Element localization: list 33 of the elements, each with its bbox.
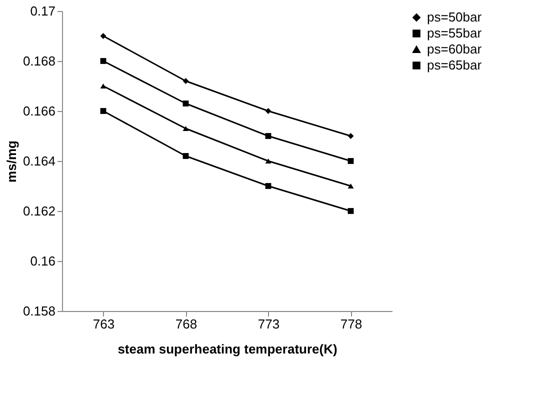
x-tick-label: 763 (92, 316, 115, 332)
point (182, 78, 189, 84)
y-tick-label: 0.158 (22, 304, 56, 318)
point (265, 108, 272, 114)
y-axis-title: ms/mg (4, 140, 19, 182)
y-tick-label: 0.168 (22, 54, 56, 68)
legend-label: ps=50bar (427, 10, 482, 24)
point (182, 153, 189, 159)
point (348, 158, 354, 164)
legend-label: ps=65bar (427, 58, 482, 72)
y-tick-label: 0.166 (22, 104, 56, 118)
point (265, 183, 272, 189)
legend-label: ps=60bar (427, 42, 482, 56)
point (100, 58, 106, 64)
point (100, 108, 106, 114)
point (265, 158, 272, 164)
x-axis-title: steam superheating temperature(K) (118, 342, 338, 356)
point (348, 208, 354, 214)
point (348, 183, 354, 189)
point (182, 126, 189, 132)
point (265, 133, 272, 139)
x-tick-label: 773 (258, 316, 280, 332)
legend-label: ps=55bar (427, 26, 482, 40)
x-tick-label: 768 (175, 316, 198, 332)
point (100, 83, 106, 89)
x-tick-label: 778 (340, 316, 362, 332)
y-tick-label: 0.162 (22, 204, 56, 218)
point (182, 100, 189, 106)
point (100, 33, 106, 39)
point (348, 133, 354, 139)
y-tick-label: 0.16 (30, 254, 56, 268)
y-tick-label: 0.164 (22, 154, 56, 168)
y-tick-label: 0.17 (30, 4, 56, 18)
